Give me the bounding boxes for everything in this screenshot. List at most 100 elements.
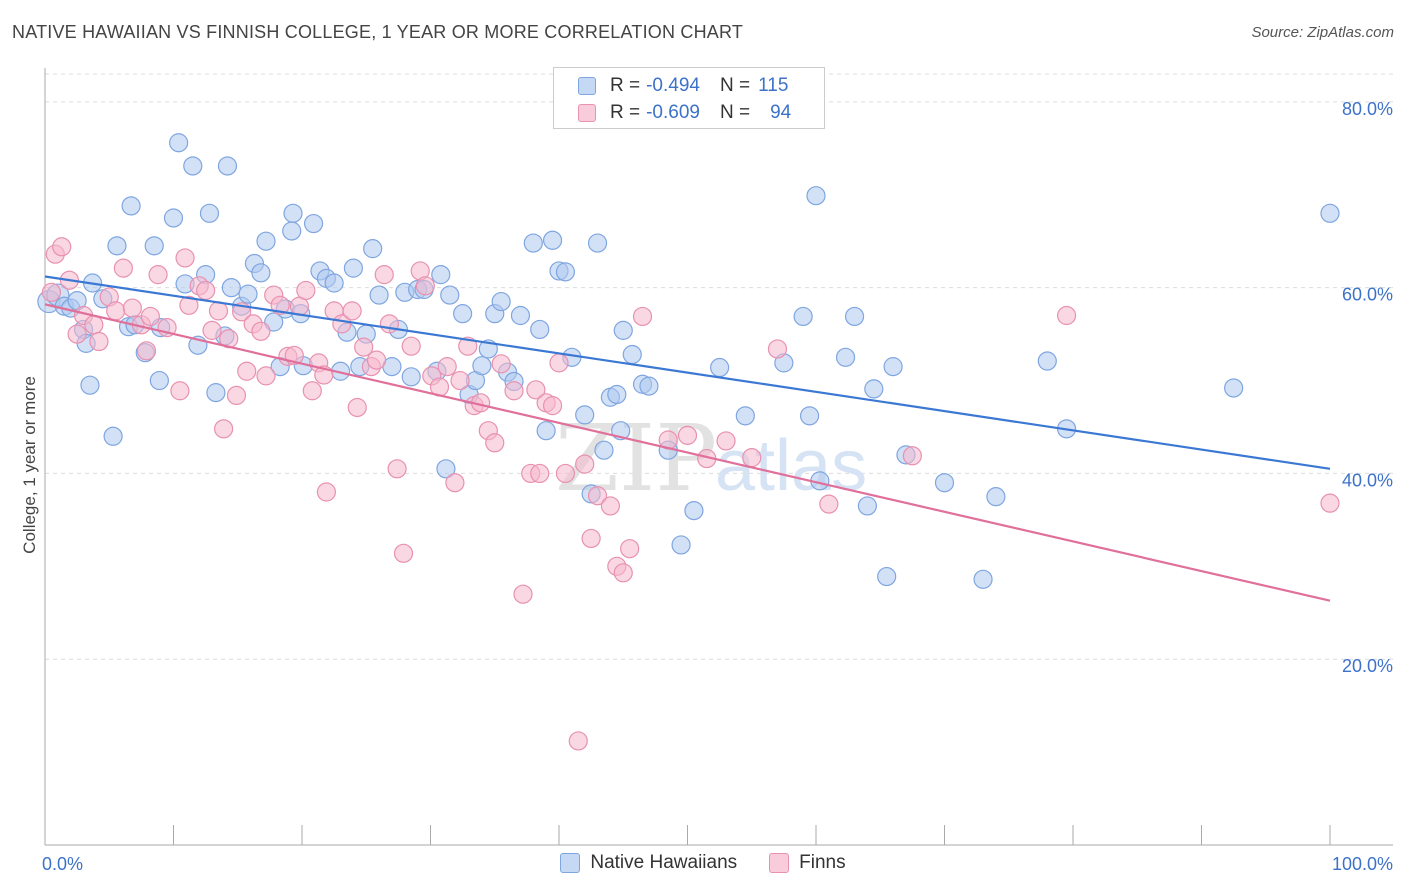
native-hawaiian-point [1037, 351, 1057, 371]
finn-point [415, 276, 435, 296]
finn-point [366, 350, 387, 370]
finn-point [620, 539, 640, 559]
finn-point [437, 357, 457, 377]
finn-point [742, 448, 762, 468]
r-label: R = [610, 75, 641, 96]
native-hawaiian-point [431, 265, 451, 285]
finn-point [632, 306, 653, 327]
native-hawaiian-point [199, 203, 220, 223]
native-hawaiian-point [491, 291, 511, 312]
native-hawaiian-point [639, 376, 659, 396]
native-hawaiian-point [324, 273, 344, 293]
finn-point [270, 295, 290, 315]
watermark-atlas: atlas [715, 426, 867, 506]
native-hawaiian-point [1320, 203, 1340, 223]
finn-point [530, 463, 550, 484]
native-hawaiian-point [735, 406, 755, 426]
r-label: R = [610, 102, 641, 123]
finn-point [716, 431, 736, 451]
native-hawaiian-point [363, 239, 383, 259]
finns-swatch [769, 853, 790, 873]
native-hawaiian-point [594, 440, 614, 460]
finn-point [226, 385, 247, 406]
native-hawaiian-point [883, 357, 903, 377]
stats-row-finns: R = -0.609 N = 94 [554, 100, 791, 126]
native-hawaiians-points [37, 133, 1340, 589]
finn-point [504, 381, 524, 401]
native-hawaiian-point [401, 367, 421, 387]
y-tick-label: 20.0% [1342, 656, 1393, 676]
finn-point [170, 381, 190, 401]
finn-point [140, 306, 160, 327]
native-hawaiian-point [877, 566, 897, 587]
finn-point [52, 237, 72, 257]
finns-swatch [578, 104, 596, 122]
n-label: N = [719, 102, 751, 123]
native-hawaiian-point [440, 285, 460, 305]
finn-point [296, 280, 316, 301]
trend-lines [44, 275, 1331, 602]
finn-point [387, 459, 407, 479]
native-hawaiian-point [510, 305, 531, 326]
finn-point [767, 339, 788, 359]
finn-point [587, 486, 608, 506]
finn-point [450, 370, 470, 391]
native-hawaiian-point [684, 500, 704, 521]
finn-point [542, 396, 563, 416]
native-hawaiian-point [622, 344, 642, 365]
native-hawaiian-point [835, 347, 856, 367]
finn-point [575, 454, 595, 474]
finn-point [1056, 305, 1077, 326]
native-hawaiian-point [864, 379, 884, 399]
finns-points [41, 237, 1340, 751]
finn-point [113, 258, 133, 278]
native-hawaiian-point [542, 230, 563, 250]
r-value: -0.609 [646, 102, 700, 123]
native-hawaiian-point [857, 496, 878, 516]
finn-point [393, 543, 414, 563]
native-hawaiian-point [523, 233, 543, 253]
native-hawaiian-point [986, 487, 1006, 507]
native-hawaiian-point [238, 284, 258, 304]
finn-point [302, 381, 322, 401]
chart-title: NATIVE HAWAIIAN VS FINNISH COLLEGE, 1 YE… [12, 22, 744, 42]
finn-point [513, 584, 533, 604]
native-hawaiian-point [575, 405, 595, 425]
native-hawaiian-point [530, 319, 550, 340]
y-tick-label: 60.0% [1342, 285, 1393, 305]
y-tick-label: 40.0% [1342, 470, 1393, 490]
native-hawaiian-point [144, 236, 164, 256]
finn-point [84, 315, 104, 335]
finn-point [401, 336, 421, 356]
series-legend: Native Hawaiians Finns [0, 852, 1406, 874]
finn-point [458, 336, 478, 356]
native-hawaiian-point [671, 535, 691, 555]
native-hawaiian-point [264, 312, 284, 332]
native-hawaiian-point [256, 231, 276, 251]
native-hawaiian-point [799, 406, 820, 426]
native-hawaiian-point [587, 233, 608, 253]
finn-point [1320, 493, 1340, 513]
native-hawaiians-swatch [560, 853, 581, 873]
n-value: 115 [758, 75, 789, 96]
finn-point [549, 353, 569, 373]
finn-point [600, 496, 621, 516]
legend-label: Native Hawaiians [590, 852, 738, 873]
finn-point [902, 446, 922, 466]
native-hawaiian-point [934, 473, 955, 493]
native-hawaiian-point [793, 306, 813, 327]
native-hawaiian-point [103, 426, 123, 446]
finn-point [374, 265, 394, 285]
finn-point [342, 301, 362, 321]
finn-point [555, 463, 576, 484]
native-hawaiian-point [283, 203, 303, 223]
finn-point [677, 425, 698, 445]
axes [44, 68, 1393, 846]
finn-point [196, 280, 216, 301]
native-hawaiian-point [472, 356, 492, 376]
native-hawaiian-point [613, 320, 633, 340]
finn-point [819, 494, 839, 514]
native-hawaiian-point [282, 221, 302, 241]
legend-item-finns: Finns [769, 852, 846, 874]
finn-point [237, 361, 257, 381]
